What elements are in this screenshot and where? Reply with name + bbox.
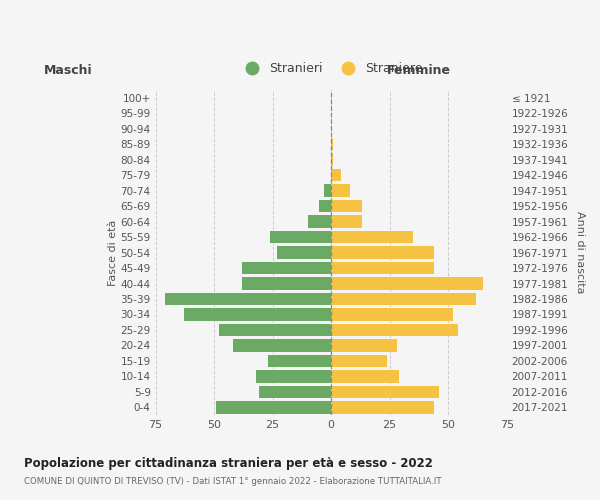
Bar (331, 308, 453, 320)
Bar (331, 354, 388, 367)
Bar (268, 354, 331, 367)
Bar (331, 401, 434, 413)
Bar (165, 293, 331, 305)
Bar (331, 340, 397, 351)
Legend: Stranieri, Straniere: Stranieri, Straniere (235, 57, 428, 80)
Bar (331, 386, 439, 398)
Bar (331, 293, 476, 305)
Bar (331, 216, 362, 228)
Bar (331, 154, 334, 166)
Bar (219, 324, 331, 336)
Bar (331, 184, 350, 197)
Bar (259, 386, 331, 398)
Bar (217, 401, 331, 413)
Bar (331, 138, 334, 150)
Bar (184, 308, 331, 320)
Bar (331, 246, 434, 258)
Text: Popolazione per cittadinanza straniera per età e sesso - 2022: Popolazione per cittadinanza straniera p… (24, 458, 433, 470)
Y-axis label: Fasce di età: Fasce di età (107, 220, 118, 286)
Bar (331, 262, 434, 274)
Bar (277, 246, 331, 258)
Bar (331, 324, 458, 336)
Bar (233, 340, 331, 351)
Bar (242, 262, 331, 274)
Bar (331, 169, 341, 181)
Bar (319, 200, 331, 212)
Bar (242, 278, 331, 289)
Text: Maschi: Maschi (43, 64, 92, 77)
Bar (324, 184, 331, 197)
Bar (331, 231, 413, 243)
Bar (308, 216, 331, 228)
Text: COMUNE DI QUINTO DI TREVISO (TV) - Dati ISTAT 1° gennaio 2022 - Elaborazione TUT: COMUNE DI QUINTO DI TREVISO (TV) - Dati … (24, 478, 442, 486)
Y-axis label: Anni di nascita: Anni di nascita (575, 212, 585, 294)
Text: Femmine: Femmine (387, 64, 451, 77)
Bar (331, 200, 362, 212)
Bar (331, 278, 484, 289)
Bar (256, 370, 331, 382)
Bar (270, 231, 331, 243)
Bar (331, 370, 399, 382)
